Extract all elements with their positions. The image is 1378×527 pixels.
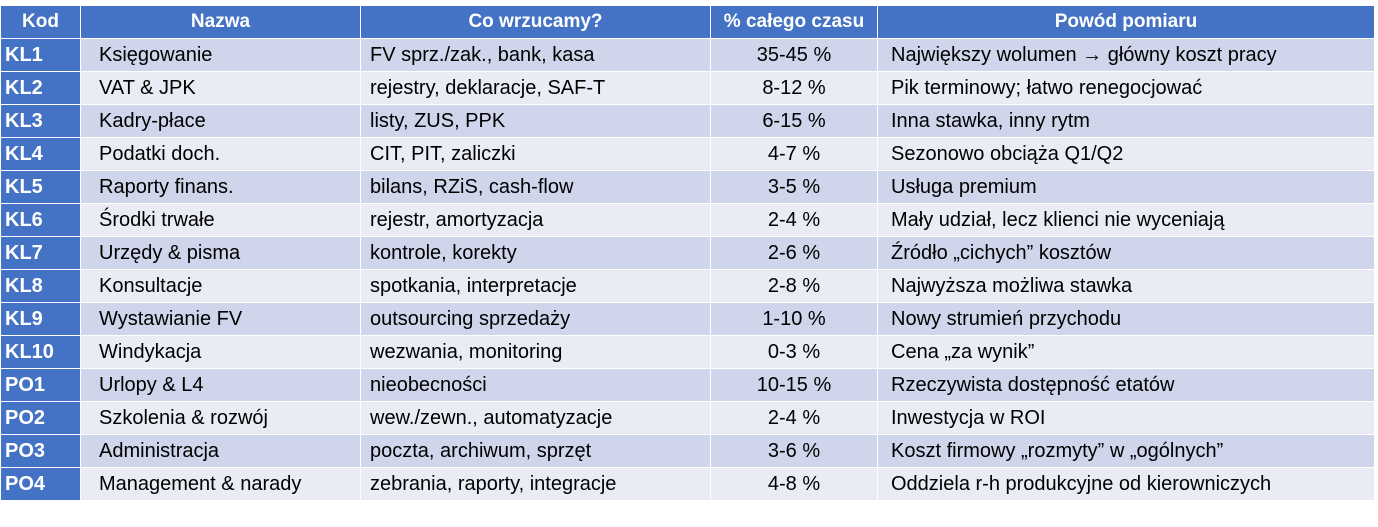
row-name: Management & narady [80,467,361,501]
row-time-share: 2-6 % [710,236,878,270]
row-reason: Sezonowo obciąża Q1/Q2 [877,137,1375,171]
table-row: PO1 Urlopy & L4 nieobecności 10-15 % Rzeczyw… [0,368,1375,402]
row-contents: FV sprz./zak., bank, kasa [360,38,711,72]
row-name: Kadry-płace [80,104,361,138]
row-name: Windykacja [80,335,361,369]
row-code: KL6 [0,203,81,237]
row-contents: wezwania, monitoring [360,335,711,369]
row-time-share: 3-6 % [710,434,878,468]
row-time-share: 8-12 % [710,71,878,105]
row-reason: Największy wolumen → główny koszt pracy [877,38,1375,72]
table-row: KL6 Środki trwałe rejestr, amortyzacja 2-4 … [0,203,1375,237]
row-time-share: 3-5 % [710,170,878,204]
row-reason: Oddziela r-h produkcyjne od kierowniczyc… [877,467,1375,501]
row-time-share: 2-8 % [710,269,878,303]
row-time-share: 10-15 % [710,368,878,402]
row-code: PO1 [0,368,81,402]
row-contents: spotkania, interpretacje [360,269,711,303]
row-contents: bilans, RZiS, cash-flow [360,170,711,204]
table-row: KL4 Podatki doch. CIT, PIT, zaliczki 4-7 % S… [0,137,1375,171]
row-time-share: 0-3 % [710,335,878,369]
table-row: KL10 Windykacja wezwania, monitoring 0-3 % C… [0,335,1375,369]
table-body: KL1 Księgowanie FV sprz./zak., bank, kasa 3… [0,38,1375,501]
header-co-wrzucamy: Co wrzucamy? [360,5,711,39]
row-reason: Pik terminowy; łatwo renegocjować [877,71,1375,105]
row-time-share: 4-7 % [710,137,878,171]
row-time-share: 2-4 % [710,203,878,237]
row-code: KL3 [0,104,81,138]
row-contents: kontrole, korekty [360,236,711,270]
header-row: Kod Nazwa Co wrzucamy? % całego czasu Po… [0,5,1375,39]
header-percent-time: % całego czasu [710,5,878,39]
table-row: PO4 Management & narady zebrania, raporty,… [0,467,1375,501]
table-row: KL2 VAT & JPK rejestry, deklaracje, SAF-T 8… [0,71,1375,105]
row-reason: Źródło „cichych” kosztów [877,236,1375,270]
row-code: PO2 [0,401,81,435]
row-name: Raporty finans. [80,170,361,204]
row-time-share: 4-8 % [710,467,878,501]
row-time-share: 6-15 % [710,104,878,138]
row-code: PO4 [0,467,81,501]
row-name: Administracja [80,434,361,468]
row-name: Konsultacje [80,269,361,303]
table-row: KL1 Księgowanie FV sprz./zak., bank, kasa 3… [0,38,1375,72]
row-time-share: 2-4 % [710,401,878,435]
row-reason: Nowy strumień przychodu [877,302,1375,336]
row-contents: zebrania, raporty, integracje [360,467,711,501]
row-contents: nieobecności [360,368,711,402]
header-nazwa: Nazwa [80,5,361,39]
row-contents: poczta, archiwum, sprzęt [360,434,711,468]
row-contents: wew./zewn., automatyzacje [360,401,711,435]
row-reason: Najwyższa możliwa stawka [877,269,1375,303]
row-name: Księgowanie [80,38,361,72]
row-code: KL1 [0,38,81,72]
table-row: KL5 Raporty finans. bilans, RZiS, cash-flo… [0,170,1375,204]
row-reason: Cena „za wynik” [877,335,1375,369]
table-row: PO2 Szkolenia & rozwój wew./zewn., automat… [0,401,1375,435]
row-contents: listy, ZUS, PPK [360,104,711,138]
time-allocation-table: Kod Nazwa Co wrzucamy? % całego czasu Po… [0,5,1375,501]
row-code: KL8 [0,269,81,303]
row-name: Środki trwałe [80,203,361,237]
header-kod: Kod [0,5,81,39]
row-reason: Inwestycja w ROI [877,401,1375,435]
row-reason: Inna stawka, inny rytm [877,104,1375,138]
row-reason: Mały udział, lecz klienci nie wyceniają [877,203,1375,237]
row-code: KL4 [0,137,81,171]
row-code: KL9 [0,302,81,336]
row-time-share: 35-45 % [710,38,878,72]
table-row: KL9 Wystawianie FV outsourcing sprzedaży 1-… [0,302,1375,336]
row-name: Szkolenia & rozwój [80,401,361,435]
row-name: VAT & JPK [80,71,361,105]
row-reason: Usługa premium [877,170,1375,204]
table-row: KL3 Kadry-płace listy, ZUS, PPK 6-15 % Inna … [0,104,1375,138]
table-row: PO3 Administracja poczta, archiwum, sprzęt… [0,434,1375,468]
table-row: KL8 Konsultacje spotkania, interpretacje 2-… [0,269,1375,303]
row-name: Urlopy & L4 [80,368,361,402]
row-code: KL5 [0,170,81,204]
row-contents: rejestr, amortyzacja [360,203,711,237]
row-code: KL2 [0,71,81,105]
header-powod-pomiaru: Powód pomiaru [877,5,1375,39]
row-reason: Rzeczywista dostępność etatów [877,368,1375,402]
row-contents: outsourcing sprzedaży [360,302,711,336]
row-name: Urzędy & pisma [80,236,361,270]
row-contents: CIT, PIT, zaliczki [360,137,711,171]
row-contents: rejestry, deklaracje, SAF-T [360,71,711,105]
row-code: KL7 [0,236,81,270]
row-name: Wystawianie FV [80,302,361,336]
row-code: PO3 [0,434,81,468]
row-code: KL10 [0,335,81,369]
row-reason: Koszt firmowy „rozmyty” w „ogólnych” [877,434,1375,468]
row-time-share: 1-10 % [710,302,878,336]
row-name: Podatki doch. [80,137,361,171]
table-row: KL7 Urzędy & pisma kontrole, korekty 2-6 % Ź… [0,236,1375,270]
